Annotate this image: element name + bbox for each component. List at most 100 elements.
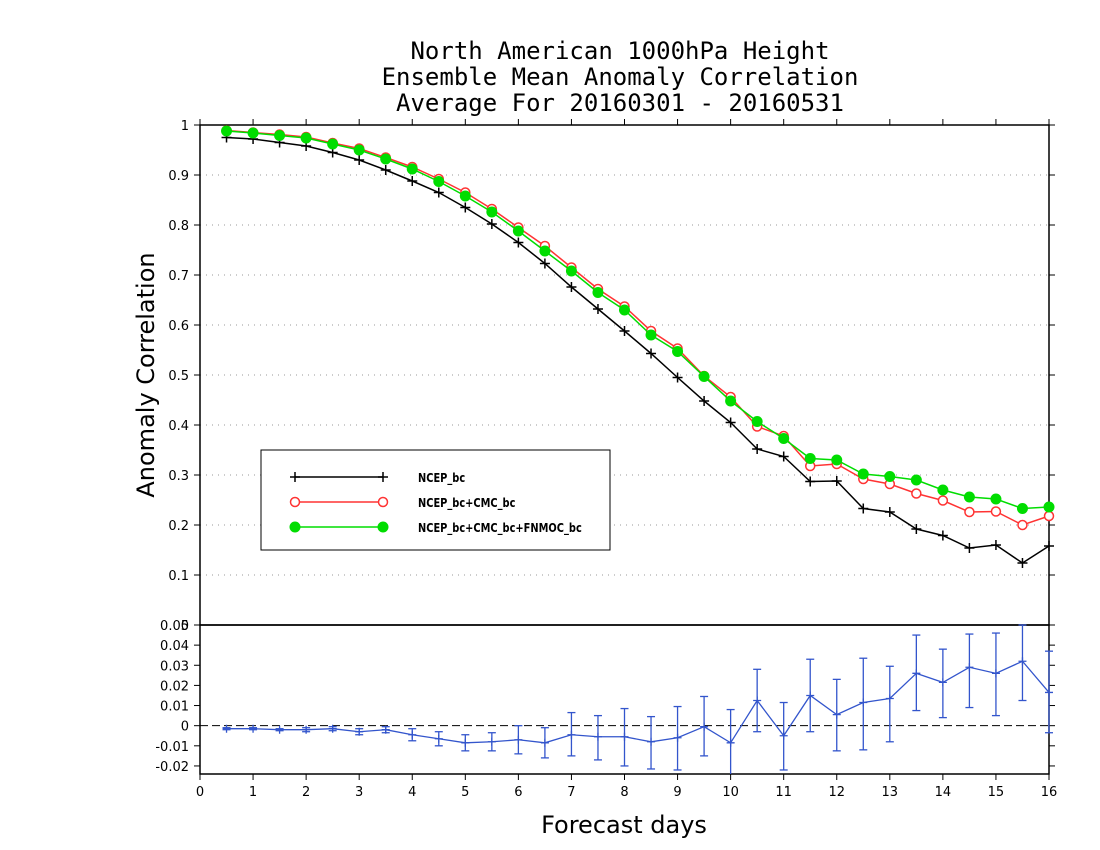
data-point xyxy=(990,540,1001,550)
diff-y-tick-label: 0.05 xyxy=(160,619,189,634)
legend-box xyxy=(260,449,611,551)
data-point xyxy=(327,138,339,150)
x-tick-label: 11 xyxy=(775,785,792,800)
data-point xyxy=(460,202,471,213)
data-point xyxy=(459,190,471,202)
diff-y-tick-label: -0.02 xyxy=(155,760,189,775)
difference-point xyxy=(832,710,841,719)
difference-point xyxy=(620,732,629,741)
difference-point xyxy=(514,735,523,744)
data-point xyxy=(407,176,418,186)
difference-point xyxy=(249,724,258,733)
difference-point xyxy=(302,725,311,734)
x-tick-label: 1 xyxy=(249,785,257,800)
data-point xyxy=(752,444,763,454)
difference-point xyxy=(912,669,921,678)
legend-marker xyxy=(378,472,388,482)
data-point xyxy=(672,372,683,383)
x-tick-label: 5 xyxy=(461,785,469,800)
x-tick-label: 16 xyxy=(1041,785,1058,800)
x-tick-label: 14 xyxy=(935,785,952,800)
data-point xyxy=(778,433,790,444)
diff-y-tick-label: 0 xyxy=(181,720,189,735)
x-axis-label: Forecast days xyxy=(541,811,707,839)
series-line-0 xyxy=(226,136,1050,564)
data-point xyxy=(698,371,710,382)
data-point xyxy=(1017,519,1028,531)
data-point xyxy=(751,416,763,427)
data-point xyxy=(911,488,922,499)
difference-point xyxy=(408,730,417,739)
difference-point xyxy=(1045,688,1053,697)
data-point xyxy=(433,176,445,187)
data-point xyxy=(300,132,312,144)
difference-point xyxy=(753,696,762,705)
x-tick-label: 6 xyxy=(514,785,522,800)
difference-point xyxy=(381,725,390,734)
y-tick-label: 0 xyxy=(181,619,189,634)
y-tick-label: 1 xyxy=(181,119,189,134)
difference-line xyxy=(226,660,1050,744)
chart-title-line-2: Ensemble Mean Anomaly Correlation xyxy=(381,63,859,91)
data-point xyxy=(247,127,259,139)
data-point xyxy=(725,417,736,428)
data-point xyxy=(619,326,630,336)
difference-point xyxy=(328,724,337,733)
data-point xyxy=(1043,510,1055,522)
data-point xyxy=(486,206,498,218)
data-point xyxy=(937,530,948,541)
difference-point xyxy=(991,669,1000,678)
data-point xyxy=(805,476,816,487)
data-point xyxy=(804,453,816,464)
x-tick-label: 12 xyxy=(828,785,845,800)
data-point xyxy=(699,396,710,406)
x-tick-label: 2 xyxy=(302,785,310,800)
x-tick-label: 0 xyxy=(196,785,204,800)
data-point xyxy=(963,491,975,503)
difference-point xyxy=(779,731,788,740)
data-point xyxy=(725,395,737,407)
x-tick-label: 13 xyxy=(882,785,899,800)
data-point xyxy=(221,125,233,137)
data-point xyxy=(354,155,365,165)
chart-title-line-3: Average For 20160301 - 20160531 xyxy=(396,89,844,117)
difference-point xyxy=(487,737,496,746)
x-tick-label: 15 xyxy=(988,785,1005,800)
data-point xyxy=(513,237,524,248)
difference-point xyxy=(859,698,868,707)
data-point xyxy=(884,471,896,482)
legend-label-0: NCEP_bc xyxy=(418,471,465,485)
difference-point xyxy=(1018,657,1027,666)
data-point xyxy=(486,219,497,229)
data-point xyxy=(645,329,657,341)
difference-point xyxy=(965,663,974,672)
data-point xyxy=(646,348,657,359)
data-point xyxy=(380,165,391,175)
diff-y-tick-label: -0.01 xyxy=(155,740,189,755)
data-point xyxy=(937,484,949,496)
difference-point xyxy=(673,733,682,742)
data-point xyxy=(990,493,1002,505)
data-point xyxy=(964,506,975,518)
data-point xyxy=(831,476,842,486)
y-tick-label: 0.8 xyxy=(168,219,189,234)
difference-point xyxy=(647,737,656,746)
y-tick-label: 0.2 xyxy=(168,519,189,534)
data-point xyxy=(911,524,922,534)
data-point xyxy=(433,187,444,198)
data-point xyxy=(274,130,286,141)
data-point xyxy=(857,468,869,480)
data-point xyxy=(406,163,418,175)
legend-marker xyxy=(377,496,389,508)
y-tick-label: 0.5 xyxy=(168,369,189,384)
difference-point xyxy=(567,730,576,739)
data-point xyxy=(1044,541,1054,551)
legend-label-1: NCEP_bc+CMC_bc xyxy=(418,496,515,510)
data-point xyxy=(619,304,630,316)
difference-point xyxy=(885,694,894,703)
data-point xyxy=(1017,558,1028,568)
data-point xyxy=(884,507,895,517)
data-point xyxy=(592,287,604,298)
y-tick-label: 0.1 xyxy=(168,569,189,584)
